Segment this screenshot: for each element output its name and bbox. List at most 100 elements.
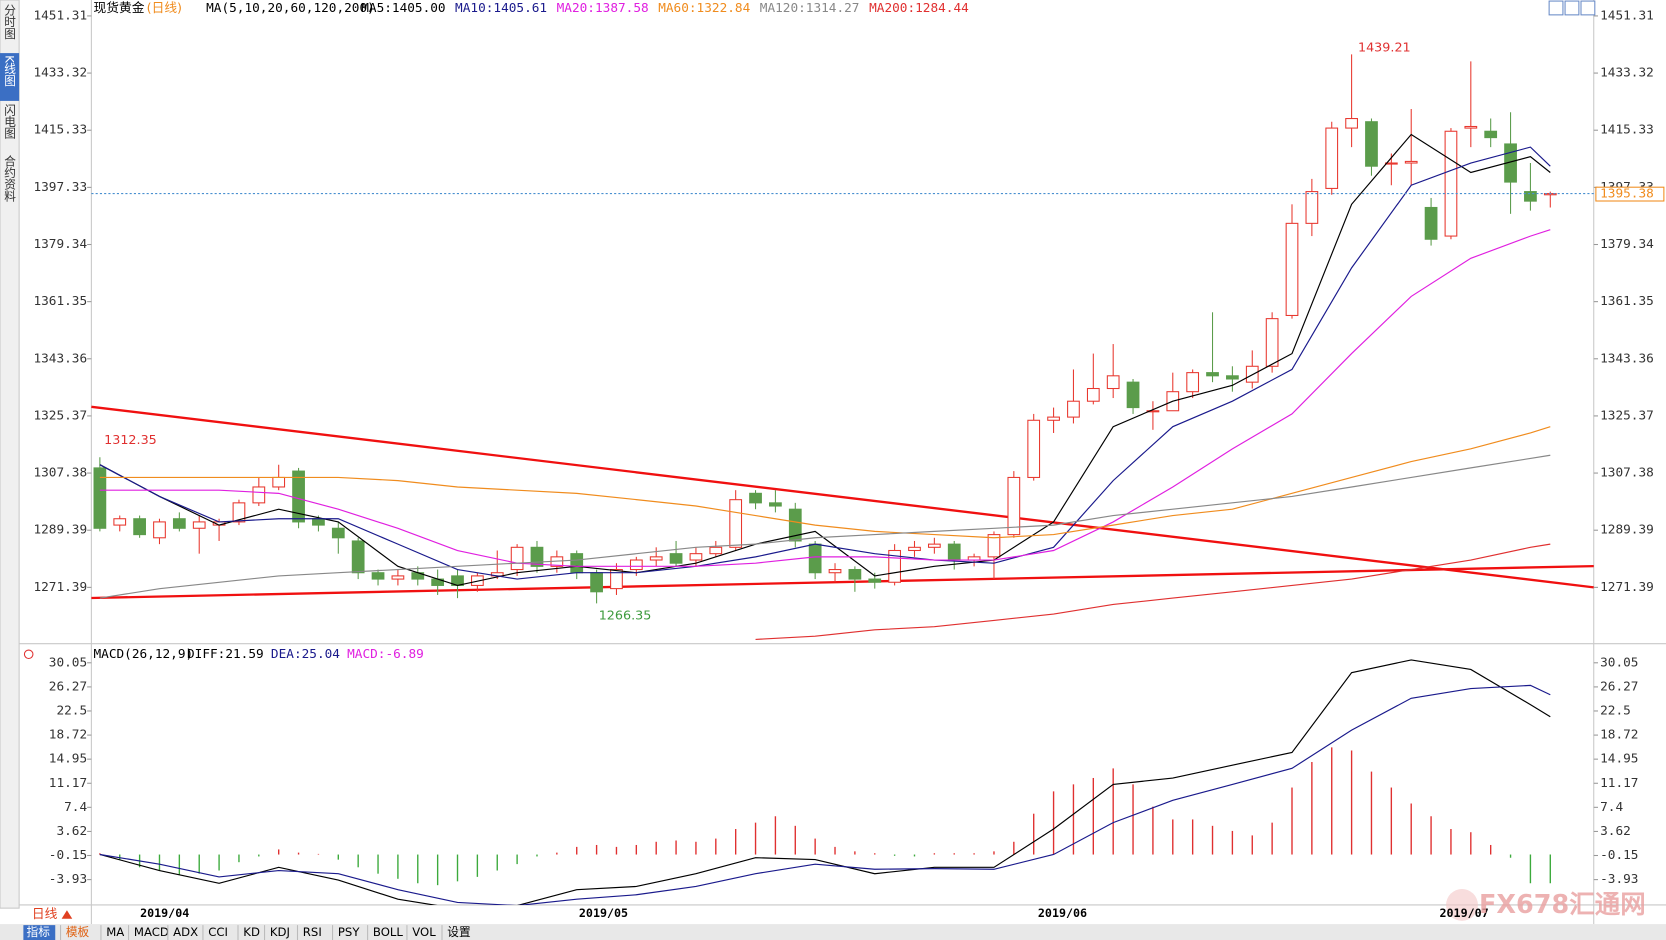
candle-body bbox=[908, 546, 921, 552]
indicator-line bbox=[99, 133, 1551, 587]
y-tick-label: 3.62 bbox=[56, 824, 87, 839]
y-tick-label: 18.72 bbox=[49, 728, 87, 743]
toolbar-tab[interactable]: KD bbox=[243, 925, 260, 939]
y-tick-label: 1307.38 bbox=[33, 466, 87, 481]
candle-body bbox=[1086, 387, 1100, 402]
indicator-line bbox=[99, 229, 1551, 567]
candle-body bbox=[153, 521, 166, 539]
toolbar-tab[interactable]: KDJ bbox=[270, 925, 290, 939]
candle-body bbox=[1305, 191, 1319, 224]
y-tick-label: 1433.32 bbox=[1600, 66, 1654, 81]
main-plot bbox=[93, 54, 1557, 640]
toolbar-tab[interactable]: RSI bbox=[303, 925, 322, 939]
period-button[interactable]: 日线 bbox=[32, 907, 58, 922]
sidebar-tab[interactable]: K线图 bbox=[3, 55, 17, 87]
y-tick-label: 7.4 bbox=[1600, 800, 1623, 815]
y-tick-label: -0.15 bbox=[49, 848, 87, 863]
y-tick-label: -0.15 bbox=[1600, 848, 1638, 863]
candle-body bbox=[570, 553, 584, 574]
y-tick-label: 26.27 bbox=[49, 679, 87, 694]
candle-body bbox=[530, 546, 544, 567]
toolbar-tab[interactable]: VOL bbox=[412, 925, 436, 939]
candle-body bbox=[749, 492, 762, 504]
sidebar-tab[interactable]: 分时图 bbox=[3, 4, 17, 40]
y-tick-label: 30.05 bbox=[1600, 655, 1638, 670]
y-tick-label: 11.17 bbox=[1600, 776, 1638, 791]
period-label: (日线) bbox=[147, 1, 182, 16]
last-price-label: 1395.38 bbox=[1600, 187, 1654, 202]
y-tick-label: 1379.34 bbox=[33, 237, 87, 252]
sidebar-tab[interactable]: 闪电图 bbox=[3, 103, 17, 139]
icon-button[interactable] bbox=[1580, 0, 1596, 16]
toolbar-tab[interactable]: MA bbox=[106, 925, 124, 939]
candle-body bbox=[1285, 222, 1299, 316]
toolbar-tab[interactable]: 模板 bbox=[66, 925, 90, 939]
trend-line bbox=[91, 564, 1594, 600]
candle-body bbox=[93, 467, 107, 529]
watermark: FX678汇通网 bbox=[1479, 890, 1646, 920]
candle-body bbox=[808, 543, 822, 574]
toolbar-tab[interactable]: PSY bbox=[338, 925, 360, 939]
candle-body bbox=[232, 502, 246, 523]
candle-body bbox=[848, 569, 862, 580]
icon-button[interactable] bbox=[1564, 0, 1580, 16]
candle-body bbox=[947, 543, 961, 561]
y-tick-label: 30.05 bbox=[49, 655, 87, 670]
sidebar-tab[interactable]: 合约资料 bbox=[3, 154, 17, 202]
candle-body bbox=[1027, 419, 1041, 478]
watermark-logo bbox=[1446, 889, 1478, 921]
candle-body bbox=[1186, 372, 1200, 393]
toolbar-tab[interactable]: ADX bbox=[173, 925, 198, 939]
sidebar bbox=[0, 0, 20, 909]
indicator-line bbox=[99, 426, 1551, 539]
candle-body bbox=[888, 549, 901, 583]
candle-body bbox=[689, 553, 703, 561]
y-tick-label: -3.93 bbox=[1600, 872, 1638, 887]
legend-entry: MA120:1314.27 bbox=[760, 1, 860, 16]
candle-body bbox=[1265, 318, 1279, 367]
x-tick-label: 2019/05 bbox=[579, 906, 628, 920]
last-price-box bbox=[1595, 186, 1665, 202]
y-tick-label: 22.5 bbox=[56, 703, 87, 718]
toolbar-tab[interactable]: 设置 bbox=[447, 925, 471, 939]
period-arrow[interactable] bbox=[61, 910, 73, 919]
candle-body bbox=[1047, 416, 1060, 421]
icon-button[interactable] bbox=[1548, 0, 1564, 16]
legend-entry: DIFF:21.59 bbox=[187, 647, 264, 662]
candle-body bbox=[669, 553, 683, 564]
candle-body bbox=[1524, 191, 1537, 202]
candle-body bbox=[1345, 118, 1358, 129]
candle-body bbox=[1007, 476, 1021, 536]
candle-body bbox=[1226, 375, 1239, 380]
legend-entry: MA10:1405.61 bbox=[455, 1, 547, 16]
candle-body bbox=[1464, 125, 1478, 129]
y-tick-label: 1307.38 bbox=[1600, 466, 1654, 481]
x-tick-label: 2019/06 bbox=[1038, 906, 1087, 920]
toolbar-tab[interactable]: 指标 bbox=[27, 925, 51, 939]
x-tick-label: 2019/04 bbox=[140, 906, 189, 920]
candle-body bbox=[769, 502, 782, 507]
candle-body bbox=[252, 486, 266, 504]
toolbar-tab[interactable]: BOLL bbox=[373, 925, 403, 939]
y-tick-label: 14.95 bbox=[49, 752, 87, 767]
instrument-title: 现货黄金 bbox=[94, 0, 145, 16]
legend-entry: MA60:1322.84 bbox=[658, 1, 750, 16]
toolbar-tab[interactable]: MACD bbox=[134, 925, 169, 939]
candle-body bbox=[729, 499, 743, 548]
indicator-line bbox=[99, 684, 1551, 905]
high-annotation: 1439.21 bbox=[1358, 40, 1411, 55]
candle-body bbox=[629, 559, 643, 571]
settings-icon[interactable] bbox=[23, 649, 34, 660]
legend-entry: DEA:25.04 bbox=[271, 647, 340, 662]
candle-body bbox=[510, 546, 524, 571]
window-icons[interactable] bbox=[1548, 0, 1596, 16]
toolbar bbox=[0, 924, 1666, 940]
indicator-label: MA(5,10,20,60,120,200) bbox=[206, 1, 375, 16]
indicator-line bbox=[755, 543, 1551, 640]
candle-body bbox=[391, 575, 405, 580]
legend-entry: MACD:-6.89 bbox=[347, 647, 424, 662]
y-tick-label: 14.95 bbox=[1600, 752, 1638, 767]
candle-body bbox=[649, 556, 663, 561]
high-annotation: 1312.35 bbox=[104, 433, 157, 448]
toolbar-tab[interactable]: CCI bbox=[208, 925, 228, 939]
